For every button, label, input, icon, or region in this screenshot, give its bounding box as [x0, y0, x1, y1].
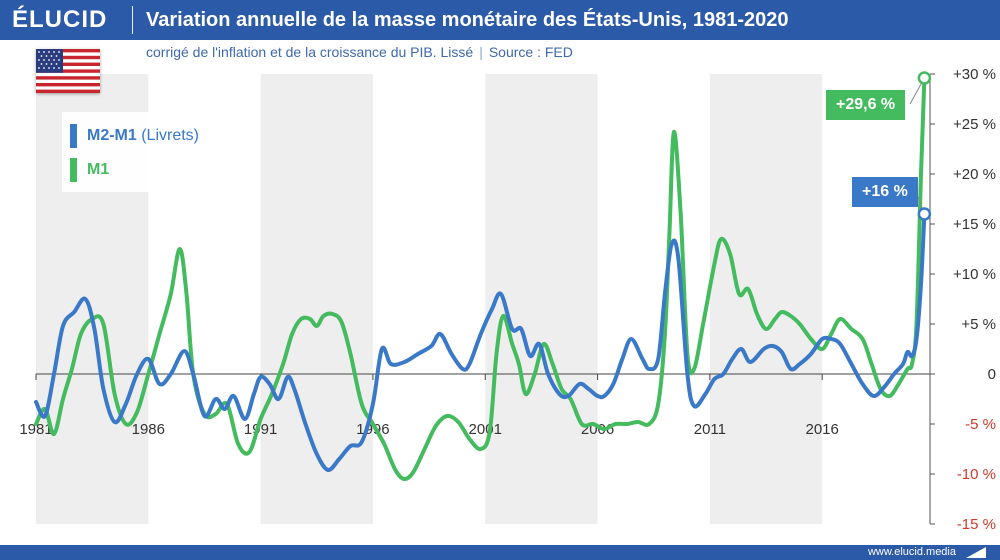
x-tick-label: 1986: [132, 421, 165, 438]
y-tick-label: +5 %: [961, 316, 996, 333]
chart-legend: M2-M1 (Livrets) M1: [62, 112, 238, 192]
x-tick-label: 2016: [805, 421, 838, 438]
footer-url[interactable]: www.elucid.media: [867, 546, 956, 558]
y-tick-label: -10 %: [957, 466, 996, 483]
y-tick-label: -15 %: [957, 516, 996, 533]
source-text: Source : FED: [488, 44, 573, 60]
x-tick-label: 2001: [469, 421, 502, 438]
y-tick-label: +20 %: [953, 166, 996, 183]
legend-label-m2-m1-main: M2-M1: [87, 127, 137, 144]
y-tick-label: 0: [988, 366, 996, 383]
y-tick-label: +25 %: [953, 116, 996, 133]
m1-end-point: [917, 71, 932, 85]
legend-label-m1: M1: [87, 161, 110, 178]
m2-m1-end-point: [917, 207, 932, 221]
y-tick-label: +15 %: [953, 216, 996, 233]
legend-item-m1: M1: [70, 156, 109, 184]
header-separator: [132, 6, 133, 34]
chart-subtitle: corrigé de l'inflation et de la croissan…: [146, 40, 573, 64]
grid-band: [709, 74, 823, 524]
subtitle-text: corrigé de l'inflation et de la croissan…: [146, 44, 474, 60]
legend-swatch-m2-m1: [70, 124, 77, 148]
x-tick-label: 1991: [244, 421, 277, 438]
elucid-logo[interactable]: ÉLUCID: [12, 6, 108, 33]
m2-last-value-tag: +16 %: [852, 177, 918, 207]
x-tick-label: 2011: [694, 421, 726, 438]
header-bar: ÉLUCID Variation annuelle de la masse mo…: [0, 0, 1000, 40]
x-tick-label: 1981: [19, 421, 52, 438]
us-flag-icon: [36, 49, 100, 93]
m1-last-value-tag: +29,6 %: [826, 90, 906, 120]
legend-label-m2-m1-sub: (Livrets): [136, 127, 200, 144]
legend-label-m2-m1: M2-M1 (Livrets): [87, 127, 199, 145]
grid-band: [260, 74, 373, 524]
legend-swatch-m1: [70, 158, 77, 182]
footer-bar: [0, 545, 1000, 560]
legend-item-m2-m1: M2-M1 (Livrets): [70, 122, 199, 150]
series-line-m2-m1: [34, 212, 927, 472]
footer-logo-icon: [966, 547, 986, 558]
y-tick-label: -5 %: [965, 416, 996, 433]
chart-title: Variation annuelle de la masse monétaire…: [146, 9, 789, 31]
subtitle-divider: |: [479, 44, 483, 60]
y-tick-label: +10 %: [953, 266, 996, 283]
y-tick-label: +30 %: [953, 66, 996, 83]
